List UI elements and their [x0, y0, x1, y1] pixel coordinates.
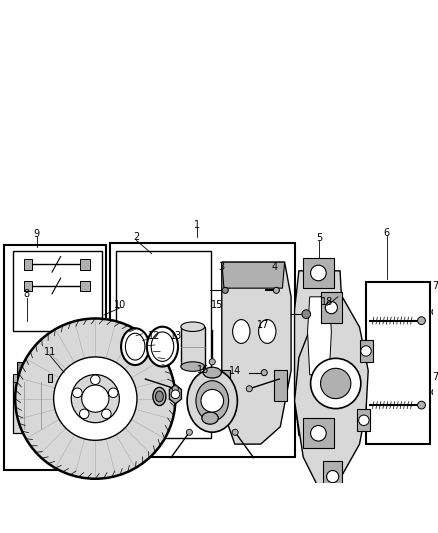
- Circle shape: [222, 287, 228, 293]
- Circle shape: [201, 390, 223, 412]
- Polygon shape: [4, 245, 106, 470]
- Circle shape: [311, 265, 326, 281]
- Circle shape: [434, 308, 438, 316]
- Text: 8: 8: [24, 289, 30, 299]
- Ellipse shape: [203, 367, 221, 378]
- Polygon shape: [110, 243, 295, 457]
- Circle shape: [15, 319, 176, 479]
- Polygon shape: [13, 252, 102, 332]
- Ellipse shape: [181, 362, 205, 372]
- Text: 7: 7: [432, 372, 438, 382]
- Ellipse shape: [147, 327, 178, 367]
- Polygon shape: [181, 327, 205, 367]
- Polygon shape: [24, 259, 32, 270]
- Ellipse shape: [125, 333, 145, 360]
- Polygon shape: [116, 252, 212, 438]
- Ellipse shape: [196, 381, 229, 421]
- Text: 7: 7: [432, 281, 438, 291]
- Circle shape: [432, 389, 438, 395]
- Text: 11: 11: [44, 348, 56, 357]
- Polygon shape: [219, 262, 291, 444]
- Polygon shape: [13, 374, 18, 382]
- Circle shape: [302, 310, 311, 319]
- Polygon shape: [274, 370, 287, 401]
- Polygon shape: [303, 418, 334, 448]
- Text: 15: 15: [211, 301, 224, 311]
- Circle shape: [73, 388, 82, 398]
- Ellipse shape: [202, 412, 218, 424]
- Circle shape: [246, 386, 252, 392]
- Polygon shape: [321, 293, 342, 323]
- Circle shape: [417, 401, 425, 409]
- Circle shape: [261, 369, 267, 376]
- Polygon shape: [93, 374, 98, 382]
- Text: 5: 5: [316, 233, 322, 244]
- Circle shape: [311, 425, 326, 441]
- Ellipse shape: [155, 391, 163, 402]
- Circle shape: [417, 317, 425, 325]
- Circle shape: [186, 429, 192, 435]
- Circle shape: [232, 429, 238, 435]
- Circle shape: [102, 409, 111, 418]
- Circle shape: [172, 386, 178, 392]
- Polygon shape: [295, 271, 342, 435]
- Polygon shape: [17, 361, 48, 378]
- Circle shape: [434, 388, 438, 396]
- Circle shape: [109, 388, 118, 398]
- Text: 3: 3: [218, 262, 224, 272]
- Ellipse shape: [187, 369, 237, 432]
- Text: 18: 18: [321, 297, 333, 307]
- Circle shape: [273, 287, 279, 293]
- Circle shape: [361, 346, 371, 356]
- Text: 1: 1: [194, 220, 200, 230]
- Text: 14: 14: [229, 366, 241, 376]
- Circle shape: [91, 375, 100, 384]
- Polygon shape: [222, 262, 285, 288]
- Text: 13: 13: [170, 331, 183, 341]
- Circle shape: [79, 409, 89, 418]
- Circle shape: [311, 358, 361, 409]
- Polygon shape: [48, 374, 52, 382]
- Polygon shape: [307, 297, 332, 375]
- Polygon shape: [24, 281, 32, 291]
- Circle shape: [171, 390, 180, 399]
- Polygon shape: [63, 374, 67, 382]
- Text: 2: 2: [133, 232, 140, 242]
- Circle shape: [327, 471, 339, 483]
- Circle shape: [53, 357, 137, 440]
- Polygon shape: [295, 297, 368, 487]
- Ellipse shape: [153, 387, 166, 406]
- Polygon shape: [80, 281, 90, 291]
- Text: 9: 9: [34, 229, 40, 239]
- Ellipse shape: [233, 320, 250, 343]
- Polygon shape: [303, 258, 334, 288]
- Circle shape: [71, 375, 119, 423]
- Ellipse shape: [151, 332, 174, 361]
- Ellipse shape: [121, 328, 149, 365]
- Polygon shape: [66, 361, 94, 378]
- Polygon shape: [222, 370, 230, 401]
- Text: 10: 10: [114, 300, 127, 310]
- Ellipse shape: [258, 320, 276, 343]
- Polygon shape: [63, 378, 98, 433]
- Circle shape: [81, 385, 109, 412]
- Ellipse shape: [181, 322, 205, 332]
- Text: 16: 16: [197, 366, 209, 375]
- Circle shape: [209, 359, 215, 365]
- Polygon shape: [357, 409, 371, 431]
- Circle shape: [321, 368, 351, 399]
- Text: 6: 6: [384, 228, 390, 238]
- Text: 17: 17: [257, 320, 269, 330]
- Circle shape: [325, 302, 337, 314]
- Polygon shape: [13, 378, 52, 433]
- Text: 12: 12: [148, 331, 160, 341]
- Circle shape: [359, 415, 369, 425]
- Polygon shape: [323, 462, 342, 492]
- Polygon shape: [170, 385, 181, 404]
- Polygon shape: [80, 259, 90, 270]
- Circle shape: [432, 309, 438, 316]
- Polygon shape: [366, 281, 430, 444]
- Text: 4: 4: [272, 262, 278, 272]
- Polygon shape: [360, 340, 373, 362]
